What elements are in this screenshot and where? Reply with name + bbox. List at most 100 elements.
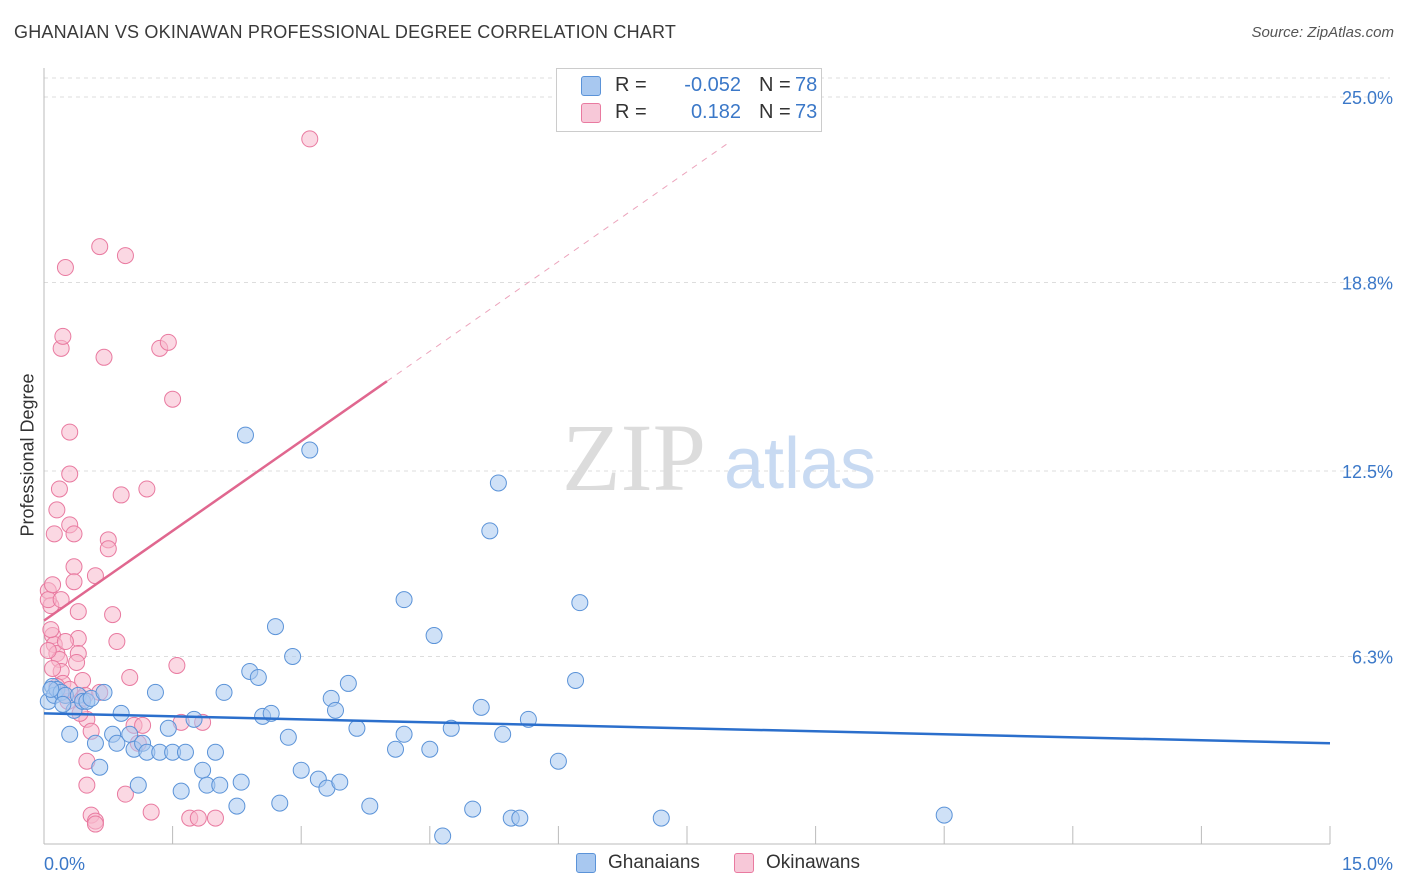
ghanaians-point [549, 752, 567, 770]
r-label: R = [615, 74, 647, 96]
ghanaians-point [494, 725, 512, 743]
ghanaians-point [387, 740, 405, 758]
okinawans-swatch [581, 103, 601, 123]
okinawans-point [168, 656, 186, 674]
n-value: 78 [795, 74, 818, 96]
okinawans-point [78, 776, 96, 794]
okinawans-point [65, 525, 83, 543]
r-value: 0.182 [690, 101, 741, 123]
watermark-zip: ZIP [562, 404, 706, 511]
watermark: ZIP atlas [562, 404, 876, 511]
okinawans-point [61, 423, 79, 441]
okinawans-point [39, 642, 57, 660]
ghanaians-point [511, 809, 529, 827]
y-tick-label: 12.5% [1342, 462, 1393, 482]
ghanaians-point [331, 773, 349, 791]
ghanaians-point [266, 618, 284, 636]
ghanaians-point [249, 668, 267, 686]
okinawans-point [86, 815, 104, 833]
ghanaians-point [86, 734, 104, 752]
okinawans-point [104, 606, 122, 624]
ghanaians-point [442, 719, 460, 737]
chart-title: GHANAIAN VS OKINAWAN PROFESSIONAL DEGREE… [14, 22, 677, 42]
okinawans-point [68, 653, 86, 671]
ghanaians-point [567, 671, 585, 689]
ghanaians-point [652, 809, 670, 827]
okinawans-point [44, 576, 62, 594]
okinawans-point [69, 603, 87, 621]
n-label: N = [759, 101, 791, 123]
ghanaians-point [434, 827, 452, 845]
okinawans-trend-extension [386, 141, 731, 382]
gridlines [44, 77, 1390, 658]
ghanaians-point [176, 743, 194, 761]
n-value: 73 [795, 101, 818, 123]
okinawans-point [142, 803, 160, 821]
y-tick-label: 6.3% [1352, 648, 1393, 668]
ghanaians-point [185, 710, 203, 728]
ghanaians-point [112, 704, 130, 722]
x-tick-label: 15.0% [1342, 854, 1393, 874]
ghanaians-point [194, 761, 212, 779]
okinawans-point [121, 668, 139, 686]
okinawans-swatch [734, 853, 754, 873]
okinawans-point [45, 525, 63, 543]
ghanaians-point [172, 782, 190, 800]
okinawans-point [42, 621, 60, 639]
okinawans-point [138, 480, 156, 498]
okinawans-point [56, 259, 74, 277]
ghanaians-point [211, 776, 229, 794]
okinawans-point [116, 247, 134, 265]
r-value: -0.052 [684, 74, 741, 96]
ghanaians-point [348, 719, 366, 737]
okinawans-point [116, 785, 134, 803]
ghanaians-point [489, 474, 507, 492]
okinawans-point [91, 238, 109, 256]
ghanaians-point [91, 758, 109, 776]
ghanaians-trend-line [43, 712, 1331, 745]
source-label: Source: ZipAtlas.com [1251, 24, 1394, 41]
ghanaians-point [472, 698, 490, 716]
okinawans-point [164, 390, 182, 408]
ghanaians-point [129, 776, 147, 794]
ghanaians-point [395, 725, 413, 743]
ghanaians-point [236, 426, 254, 444]
ghanaians-point [301, 441, 319, 459]
ghanaians-point [228, 797, 246, 815]
okinawans-point [112, 486, 130, 504]
ghanaians-point [339, 674, 357, 692]
ghanaians-point [425, 627, 443, 645]
ghanaians-point [326, 701, 344, 719]
correlation-legend: R = -0.052 N = 78 R = 0.182 N = 73 [556, 68, 822, 132]
y-tick-label: 18.8% [1342, 274, 1393, 294]
ghanaians-point [481, 522, 499, 540]
legend-label: Ghanaians [608, 852, 700, 873]
okinawans-point [159, 333, 177, 351]
tick-labels: 6.3% 12.5% 18.8% 25.0% 0.0% 15.0% [44, 88, 1393, 874]
ghanaians-point [61, 725, 79, 743]
x-tick-label: 0.0% [44, 854, 85, 874]
okinawans-point [50, 480, 68, 498]
watermark-atlas: atlas [724, 424, 876, 504]
okinawans-point [65, 573, 83, 591]
ghanaians-points [39, 426, 953, 845]
trend-lines [43, 141, 1331, 745]
okinawans-point [99, 540, 117, 558]
okinawans-point [54, 327, 72, 345]
okinawans-point [56, 633, 74, 651]
ghanaians-point [146, 683, 164, 701]
okinawans-point [134, 716, 152, 734]
ghanaians-swatch [576, 853, 596, 873]
r-label: R = [615, 101, 647, 123]
ghanaians-swatch [581, 76, 601, 96]
ghanaians-point [95, 683, 113, 701]
ghanaians-point [108, 734, 126, 752]
axes [43, 68, 1331, 845]
ghanaians-point [292, 761, 310, 779]
ghanaians-point [361, 797, 379, 815]
ghanaians-point [395, 591, 413, 609]
ghanaians-point [42, 680, 60, 698]
okinawans-point [189, 809, 207, 827]
okinawans-point [65, 558, 83, 576]
